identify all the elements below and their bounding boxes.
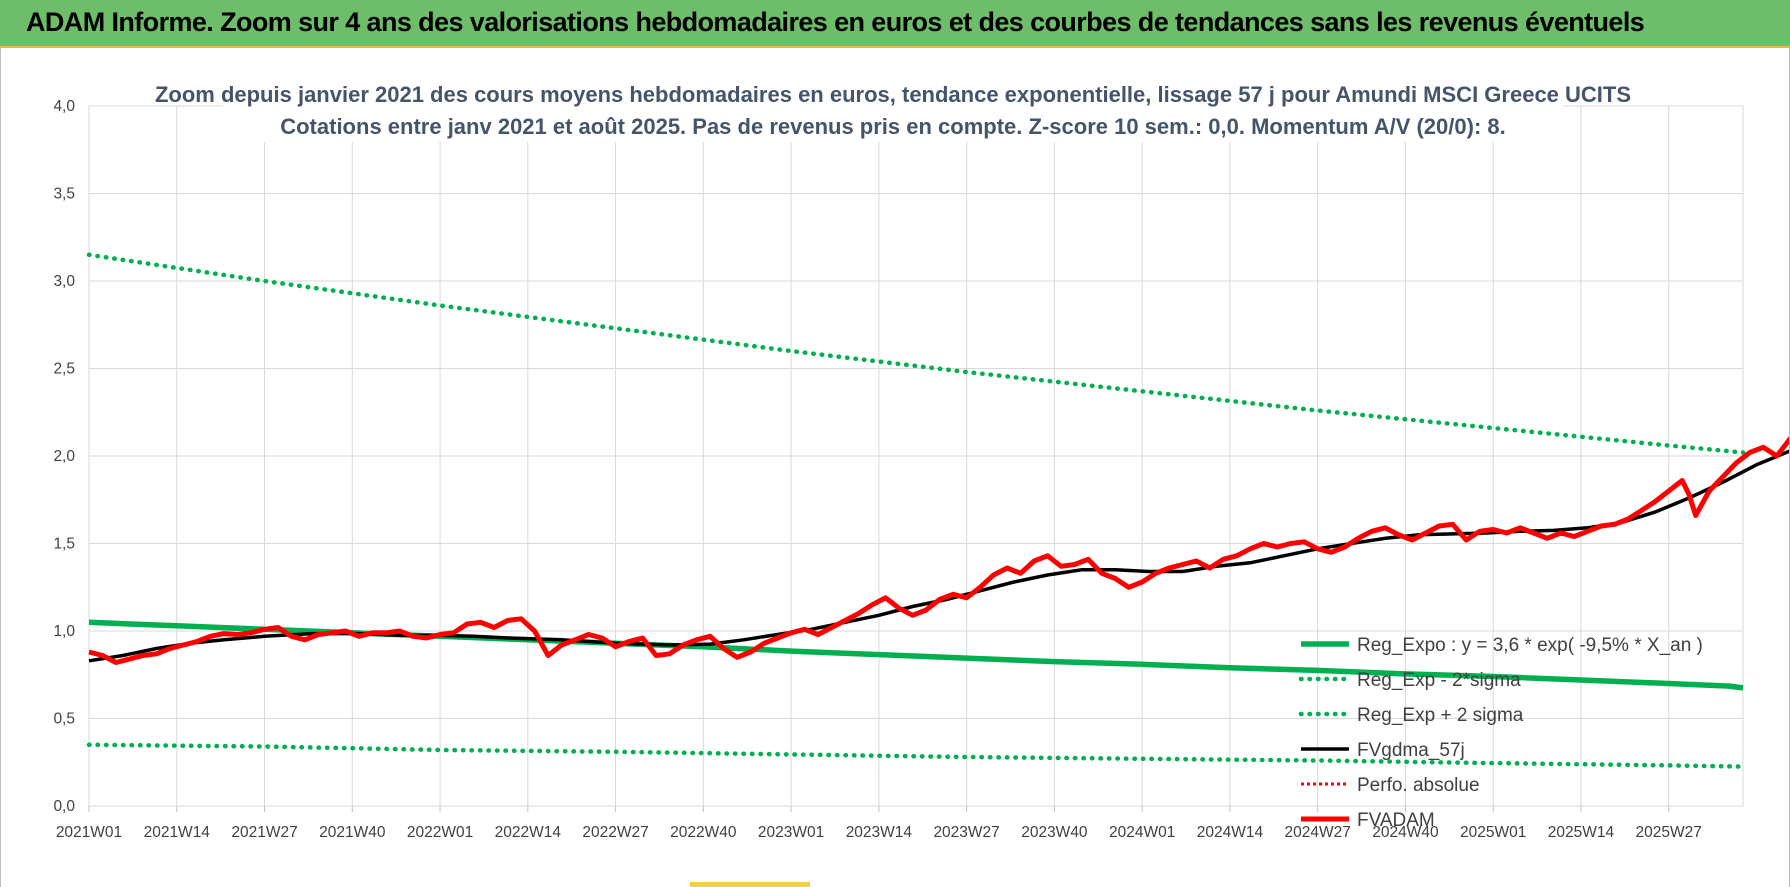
chart-title-line2: Cotations entre janv 2021 et août 2025. … xyxy=(280,114,1506,139)
x-tick-label: 2024W14 xyxy=(1197,824,1264,841)
title-background xyxy=(223,74,1563,142)
x-tick-label: 2025W14 xyxy=(1548,824,1615,841)
y-tick-label: 2,5 xyxy=(53,361,75,378)
y-tick-label: 4,0 xyxy=(53,98,75,115)
legend-label: Reg_Exp + 2 sigma xyxy=(1357,705,1524,726)
legend-label: FVADAM xyxy=(1357,810,1435,831)
y-tick-label: 0,0 xyxy=(53,798,75,815)
series-layer xyxy=(86,252,1789,769)
banner-title: ADAM Informe. Zoom sur 4 ans des valoris… xyxy=(26,7,1645,37)
y-tick-label: 3,0 xyxy=(53,273,75,290)
x-tick-label: 2023W14 xyxy=(846,824,913,841)
legend: Reg_Expo : y = 3,6 * exp( -9,5% * X_an )… xyxy=(1298,635,1703,831)
legend-label: FVgdma_57j xyxy=(1357,740,1465,761)
x-tick-label: 2024W40 xyxy=(1372,824,1439,841)
y-tick-label: 1,5 xyxy=(53,536,75,553)
x-tick-label: 2023W01 xyxy=(758,824,824,841)
x-tick-label: 2022W27 xyxy=(582,824,648,841)
chart-title-line1: Zoom depuis janvier 2021 des cours moyen… xyxy=(155,82,1631,107)
y-axis-ticks: 0,0 0,5 1,0 1,5 2,0 2,5 3,0 3,5 4,0 xyxy=(53,98,75,815)
y-tick-label: 1,0 xyxy=(53,623,75,640)
legend-label: Reg_Exp - 2*sigma xyxy=(1357,670,1521,691)
x-tick-label: 2021W40 xyxy=(319,824,386,841)
smoothed-line xyxy=(88,449,1789,663)
y-tick-label: 3,5 xyxy=(53,186,75,203)
x-tick-label: 2022W40 xyxy=(670,824,737,841)
legend-label: Perfo. absolue xyxy=(1357,775,1480,796)
lower-band-line xyxy=(86,742,1746,769)
chart-svg: 0,00,51,01,52,02,53,03,54,0 2021W01 2021W… xyxy=(53,74,1789,841)
x-tick-label: 2024W01 xyxy=(1109,824,1175,841)
y-tick-label: 0,5 xyxy=(53,711,75,728)
price-line xyxy=(88,436,1789,665)
x-tick-label: 2025W01 xyxy=(1460,824,1526,841)
x-axis-ticks: 2021W01 2021W14 2021W27 2021W40 2022W01 2022W… xyxy=(56,824,1702,841)
x-tick-label: 2025W27 xyxy=(1636,824,1702,841)
legend-label: Reg_Expo : y = 3,6 * exp( -9,5% * X_an ) xyxy=(1357,635,1703,656)
upper-band-line xyxy=(86,252,1746,455)
grid xyxy=(88,105,1744,812)
bottom-accent-bar xyxy=(690,882,810,887)
x-tick-label: 2022W01 xyxy=(407,824,473,841)
header-banner: ADAM Informe. Zoom sur 4 ans des valoris… xyxy=(0,0,1790,48)
x-tick-label: 2022W14 xyxy=(495,824,562,841)
x-tick-label: 2023W40 xyxy=(1021,824,1088,841)
chart-frame: 0,0 0,5 1,0 1,5 2,0 2,5 3,0 3,5 4,0 2021W01 2021W… xyxy=(0,48,1790,887)
x-tick-label: 2021W01 xyxy=(56,824,122,841)
y-tick-label: 2,0 xyxy=(53,448,75,465)
x-tick-label: 2023W27 xyxy=(933,824,999,841)
x-tick-label: 2021W14 xyxy=(144,824,211,841)
x-tick-label: 2024W27 xyxy=(1285,824,1351,841)
x-tick-label: 2021W27 xyxy=(231,824,297,841)
